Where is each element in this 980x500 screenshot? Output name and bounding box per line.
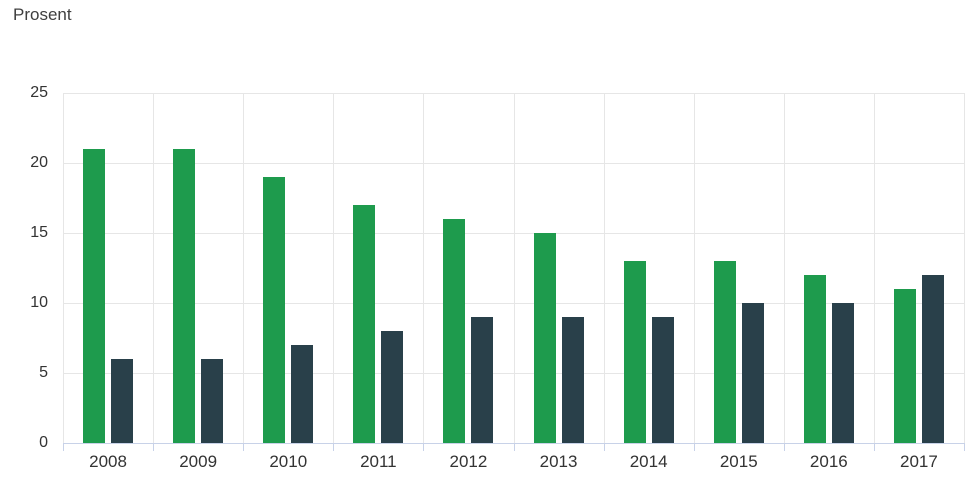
- gridline-x-3: [333, 93, 334, 443]
- x-axis-tick-0: [63, 443, 64, 451]
- bar-series2-2017: [922, 275, 944, 443]
- x-tick-label-2014: 2014: [629, 452, 668, 471]
- x-tick-label-2011: 2011: [360, 452, 397, 471]
- bar-series1-2009: [173, 149, 195, 443]
- y-tick-label-5: 5: [39, 364, 48, 381]
- bar-series1-2015: [714, 261, 736, 443]
- x-axis-tick-10: [964, 443, 965, 451]
- x-tick-label-2012: 2012: [449, 452, 488, 471]
- x-axis-tick-2: [243, 443, 244, 451]
- x-axis-line: [63, 443, 964, 444]
- y-tick-label-15: 15: [30, 224, 48, 241]
- x-tick-label-2010: 2010: [269, 452, 308, 471]
- y-axis-title: Prosent: [13, 5, 72, 24]
- x-axis-tick-4: [423, 443, 424, 451]
- gridline-y-15: [63, 233, 964, 234]
- bar-series2-2008: [111, 359, 133, 443]
- bar-series1-2017: [894, 289, 916, 443]
- bar-series1-2014: [624, 261, 646, 443]
- bar-series2-2012: [471, 317, 493, 443]
- bar-series1-2010: [263, 177, 285, 443]
- bar-series1-2008: [83, 149, 105, 443]
- gridline-x-10: [964, 93, 965, 443]
- x-tick-label-2013: 2013: [539, 452, 578, 471]
- x-axis-tick-5: [514, 443, 515, 451]
- bar-series2-2015: [742, 303, 764, 443]
- x-tick-label-2016: 2016: [809, 452, 848, 471]
- bar-series2-2011: [381, 331, 403, 443]
- gridline-x-7: [694, 93, 695, 443]
- y-tick-label-25: 25: [30, 84, 48, 101]
- x-tick-label-2009: 2009: [179, 452, 218, 471]
- y-tick-label-20: 20: [30, 154, 48, 171]
- x-axis-tick-3: [333, 443, 334, 451]
- bar-series2-2009: [201, 359, 223, 443]
- bar-series1-2012: [443, 219, 465, 443]
- x-tick-label-2015: 2015: [719, 452, 758, 471]
- gridline-y-5: [63, 373, 964, 374]
- gridline-x-5: [514, 93, 515, 443]
- y-tick-label-0: 0: [39, 434, 48, 451]
- bar-series2-2014: [652, 317, 674, 443]
- gridline-x-2: [243, 93, 244, 443]
- gridline-x-9: [874, 93, 875, 443]
- gridline-x-8: [784, 93, 785, 443]
- y-tick-label-10: 10: [30, 294, 48, 311]
- gridline-y-20: [63, 163, 964, 164]
- x-axis-tick-6: [604, 443, 605, 451]
- bar-series2-2013: [562, 317, 584, 443]
- gridline-y-10: [63, 303, 964, 304]
- x-tick-label-2008: 2008: [89, 452, 127, 471]
- bar-series2-2010: [291, 345, 313, 443]
- x-axis-tick-7: [694, 443, 695, 451]
- x-axis-tick-1: [153, 443, 154, 451]
- bar-series2-2016: [832, 303, 854, 443]
- gridline-x-4: [423, 93, 424, 443]
- gridline-x-0: [63, 93, 64, 443]
- x-tick-label-2017: 2017: [900, 452, 938, 471]
- bar-series1-2016: [804, 275, 826, 443]
- x-axis-tick-8: [784, 443, 785, 451]
- plot-area: [63, 93, 965, 451]
- x-axis-tick-9: [874, 443, 875, 451]
- bar-series1-2013: [534, 233, 556, 443]
- gridline-x-6: [604, 93, 605, 443]
- bar-series1-2011: [353, 205, 375, 443]
- gridline-x-1: [153, 93, 154, 443]
- gridline-y-25: [63, 93, 964, 94]
